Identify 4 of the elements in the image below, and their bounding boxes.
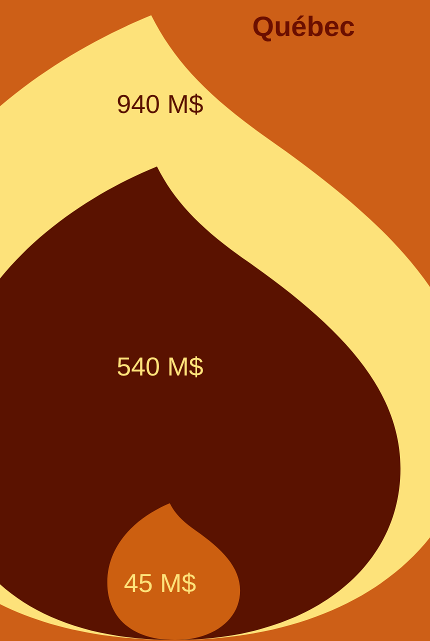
data-label: 45 M$ (124, 568, 197, 598)
text: Québec (252, 11, 355, 42)
data-label: 540 M$ (116, 351, 204, 382)
data-label: 940 M$ (116, 88, 204, 119)
